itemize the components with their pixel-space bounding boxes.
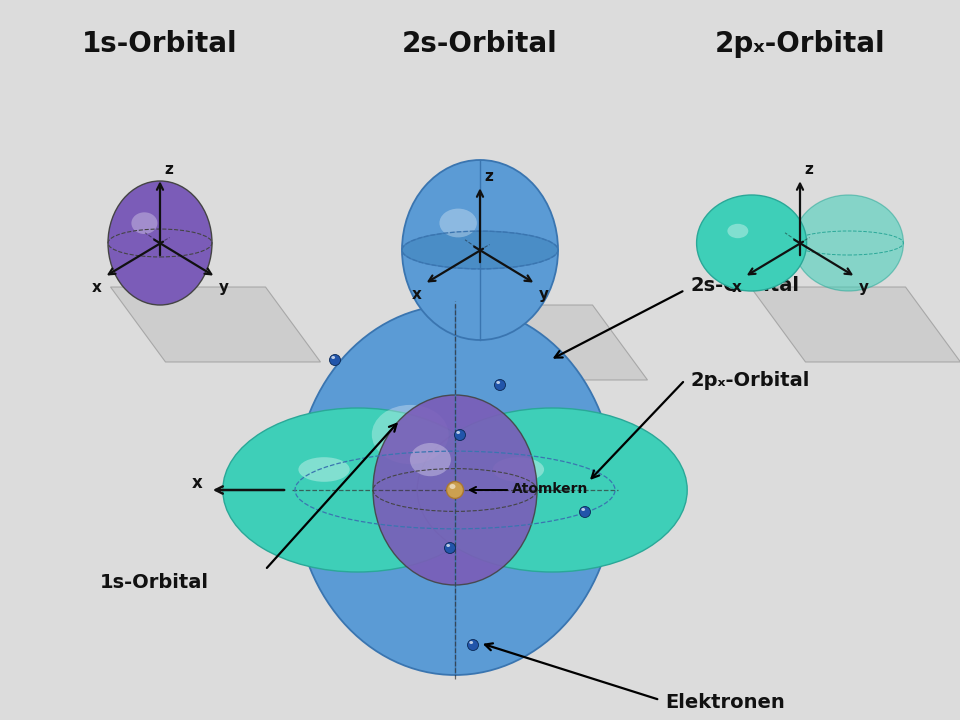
Ellipse shape [793, 195, 903, 291]
Ellipse shape [373, 395, 537, 585]
Text: 1s-Orbital: 1s-Orbital [100, 572, 209, 592]
Polygon shape [751, 287, 960, 362]
Text: 2s-Orbital: 2s-Orbital [402, 30, 558, 58]
Ellipse shape [132, 212, 157, 234]
Ellipse shape [418, 408, 687, 572]
Ellipse shape [697, 195, 806, 291]
Ellipse shape [456, 431, 460, 434]
Text: z: z [164, 162, 173, 177]
Ellipse shape [444, 542, 455, 554]
Ellipse shape [449, 484, 455, 489]
Ellipse shape [295, 451, 615, 529]
Text: 2pₓ-Orbital: 2pₓ-Orbital [714, 30, 885, 58]
Polygon shape [110, 287, 321, 362]
Ellipse shape [299, 457, 349, 482]
Ellipse shape [223, 408, 492, 572]
Text: y: y [219, 280, 228, 295]
Ellipse shape [402, 160, 558, 340]
Ellipse shape [468, 639, 478, 650]
Text: 2s-Orbital: 2s-Orbital [690, 276, 799, 294]
Ellipse shape [580, 506, 590, 518]
Text: x: x [732, 280, 741, 295]
Text: x: x [192, 474, 203, 492]
Ellipse shape [331, 356, 335, 359]
Text: Elektronen: Elektronen [665, 693, 784, 711]
Ellipse shape [492, 457, 544, 482]
Ellipse shape [440, 209, 477, 238]
Ellipse shape [728, 224, 748, 238]
Text: y: y [858, 280, 869, 295]
Ellipse shape [372, 405, 448, 464]
Ellipse shape [295, 305, 615, 675]
Ellipse shape [410, 443, 451, 476]
Text: 2pₓ-Orbital: 2pₓ-Orbital [690, 371, 809, 390]
Text: z: z [484, 169, 492, 184]
Ellipse shape [454, 430, 466, 441]
Text: z: z [804, 162, 813, 177]
Ellipse shape [446, 482, 464, 498]
Polygon shape [438, 305, 647, 380]
Ellipse shape [329, 354, 341, 366]
Ellipse shape [496, 381, 500, 384]
Ellipse shape [446, 544, 450, 547]
Ellipse shape [402, 231, 558, 269]
Text: Atomkern: Atomkern [512, 482, 588, 496]
Ellipse shape [469, 641, 473, 644]
Text: x: x [91, 280, 102, 295]
Ellipse shape [494, 379, 506, 390]
Text: x: x [412, 287, 421, 302]
Text: y: y [539, 287, 548, 302]
Ellipse shape [582, 508, 585, 511]
Text: 1s-Orbital: 1s-Orbital [83, 30, 238, 58]
Ellipse shape [108, 181, 212, 305]
